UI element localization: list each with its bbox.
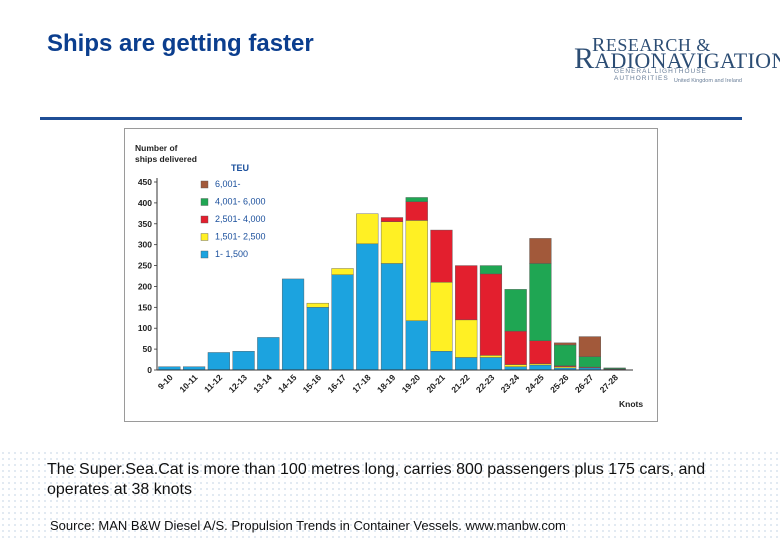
y-axis-label-line-2: ships delivered bbox=[135, 154, 197, 164]
chart-container: Number of ships delivered 0 50 100 150 200 250 3… bbox=[124, 128, 658, 422]
bar-segment bbox=[207, 352, 230, 371]
bar-segment bbox=[306, 307, 329, 371]
legend-swatch bbox=[200, 233, 209, 241]
y-axis-label-line-1: Number of bbox=[135, 143, 178, 153]
x-tick-label: 26-27 bbox=[573, 372, 596, 395]
bar-segment bbox=[380, 217, 404, 222]
legend-entry: 1,501- 2,500 bbox=[215, 232, 266, 242]
bar-segment bbox=[257, 337, 280, 371]
bar-segment bbox=[331, 274, 354, 371]
bar-segment bbox=[603, 367, 626, 369]
x-tick-label: 16-17 bbox=[325, 372, 348, 395]
y-tick-label: 150 bbox=[138, 302, 152, 312]
bar-segment bbox=[455, 357, 478, 371]
y-tick-label: 200 bbox=[138, 281, 152, 291]
bar-segment bbox=[183, 366, 206, 371]
slide-caption: The Super.Sea.Cat is more than 100 metre… bbox=[47, 461, 706, 498]
logo-line-1: RESEARCH & bbox=[592, 34, 711, 56]
bar-segment bbox=[578, 336, 601, 357]
y-tick-label: 100 bbox=[138, 323, 152, 333]
legend-swatch bbox=[200, 180, 209, 189]
bar-segment bbox=[405, 201, 428, 221]
bar-segment bbox=[306, 302, 329, 308]
bar-segment bbox=[504, 366, 527, 371]
x-tick-label: 13-14 bbox=[251, 372, 274, 395]
x-tick-label: 12-13 bbox=[227, 372, 250, 395]
legend-entry: 2,501- 4,000 bbox=[215, 214, 266, 224]
title-divider bbox=[40, 117, 742, 120]
bar-segment bbox=[430, 282, 453, 352]
bar-segment bbox=[479, 355, 503, 358]
bar-segment bbox=[479, 273, 503, 356]
x-tick-label: 22-23 bbox=[474, 372, 497, 395]
x-tick-label: 21-22 bbox=[449, 372, 472, 395]
bar-segment bbox=[529, 263, 552, 341]
background-dot-pattern bbox=[0, 450, 780, 540]
bar-segment bbox=[504, 364, 527, 367]
legend-entry: 1- 1,500 bbox=[215, 249, 248, 259]
x-tick-label: 14-15 bbox=[276, 372, 299, 395]
x-tick-label: 15-16 bbox=[301, 372, 324, 395]
x-tick-label: 20-21 bbox=[424, 372, 447, 395]
slide-title: Ships are getting faster bbox=[47, 30, 314, 57]
legend-swatch bbox=[200, 198, 209, 206]
y-tick-label: 250 bbox=[138, 261, 152, 271]
bar-segment bbox=[356, 243, 379, 371]
x-tick-label: 17-18 bbox=[350, 372, 373, 395]
bar-segment bbox=[504, 289, 527, 332]
bar-segment bbox=[356, 213, 379, 245]
bar-segment bbox=[405, 220, 428, 321]
source-citation: Source: MAN B&W Diesel A/S. Propulsion T… bbox=[50, 518, 566, 533]
bar-segment bbox=[455, 265, 478, 321]
bar-segment bbox=[479, 265, 503, 275]
bar-segment bbox=[554, 342, 577, 346]
legend-entry: 6,001- bbox=[215, 179, 241, 189]
legend-title: TEU bbox=[231, 163, 249, 173]
y-tick-label: 450 bbox=[138, 177, 152, 187]
bar-segment bbox=[529, 340, 552, 364]
y-tick-label: 50 bbox=[143, 344, 153, 354]
bar-segment bbox=[554, 344, 577, 367]
x-axis-label: Knots bbox=[619, 399, 643, 409]
logo-line-2: RADIONAVIGATION bbox=[574, 42, 780, 75]
bar-segment bbox=[232, 350, 255, 371]
bar-segment bbox=[405, 197, 428, 202]
x-tick-label: 23-24 bbox=[499, 372, 522, 395]
x-tick-label: 24-25 bbox=[523, 372, 546, 395]
x-tick-label: 27-28 bbox=[598, 372, 621, 395]
x-tick-label: 19-20 bbox=[400, 372, 423, 395]
bar-segment bbox=[504, 330, 527, 365]
bar-segment bbox=[430, 229, 453, 283]
bar-segment bbox=[331, 268, 354, 275]
logo-line-4: United Kingdom and Ireland bbox=[673, 78, 742, 84]
x-tick-label: 9-10 bbox=[156, 372, 175, 391]
x-tick-label: 25-26 bbox=[548, 372, 571, 395]
bar-segment bbox=[455, 319, 478, 358]
y-tick-label: 400 bbox=[138, 198, 152, 208]
legend-entry: 4,001- 6,000 bbox=[215, 197, 266, 207]
bar-segment bbox=[158, 366, 181, 371]
logo-line-3: GENERAL LIGHTHOUSE AUTHORITIES bbox=[614, 68, 707, 82]
x-tick-label: 18-19 bbox=[375, 372, 398, 395]
bar-segment bbox=[529, 364, 552, 371]
bar-segment bbox=[479, 357, 503, 371]
bar-segment bbox=[405, 320, 428, 371]
bar-segment bbox=[578, 356, 601, 368]
bar-segment bbox=[430, 350, 453, 371]
y-tick-label: 0 bbox=[147, 365, 152, 375]
bar-segment bbox=[281, 278, 305, 371]
bar-segment bbox=[380, 221, 404, 264]
x-tick-label: 10-11 bbox=[177, 372, 199, 394]
bar-segment bbox=[380, 263, 404, 371]
y-tick-label: 350 bbox=[138, 219, 152, 229]
organization-logo: RESEARCH & RADIONAVIGATION GENERAL LIGHT… bbox=[574, 34, 780, 96]
y-tick-label: 300 bbox=[138, 240, 152, 250]
bar-segment bbox=[529, 238, 552, 264]
legend-swatch bbox=[200, 250, 209, 259]
x-tick-label: 11-12 bbox=[202, 372, 224, 394]
legend-swatch bbox=[200, 215, 209, 224]
